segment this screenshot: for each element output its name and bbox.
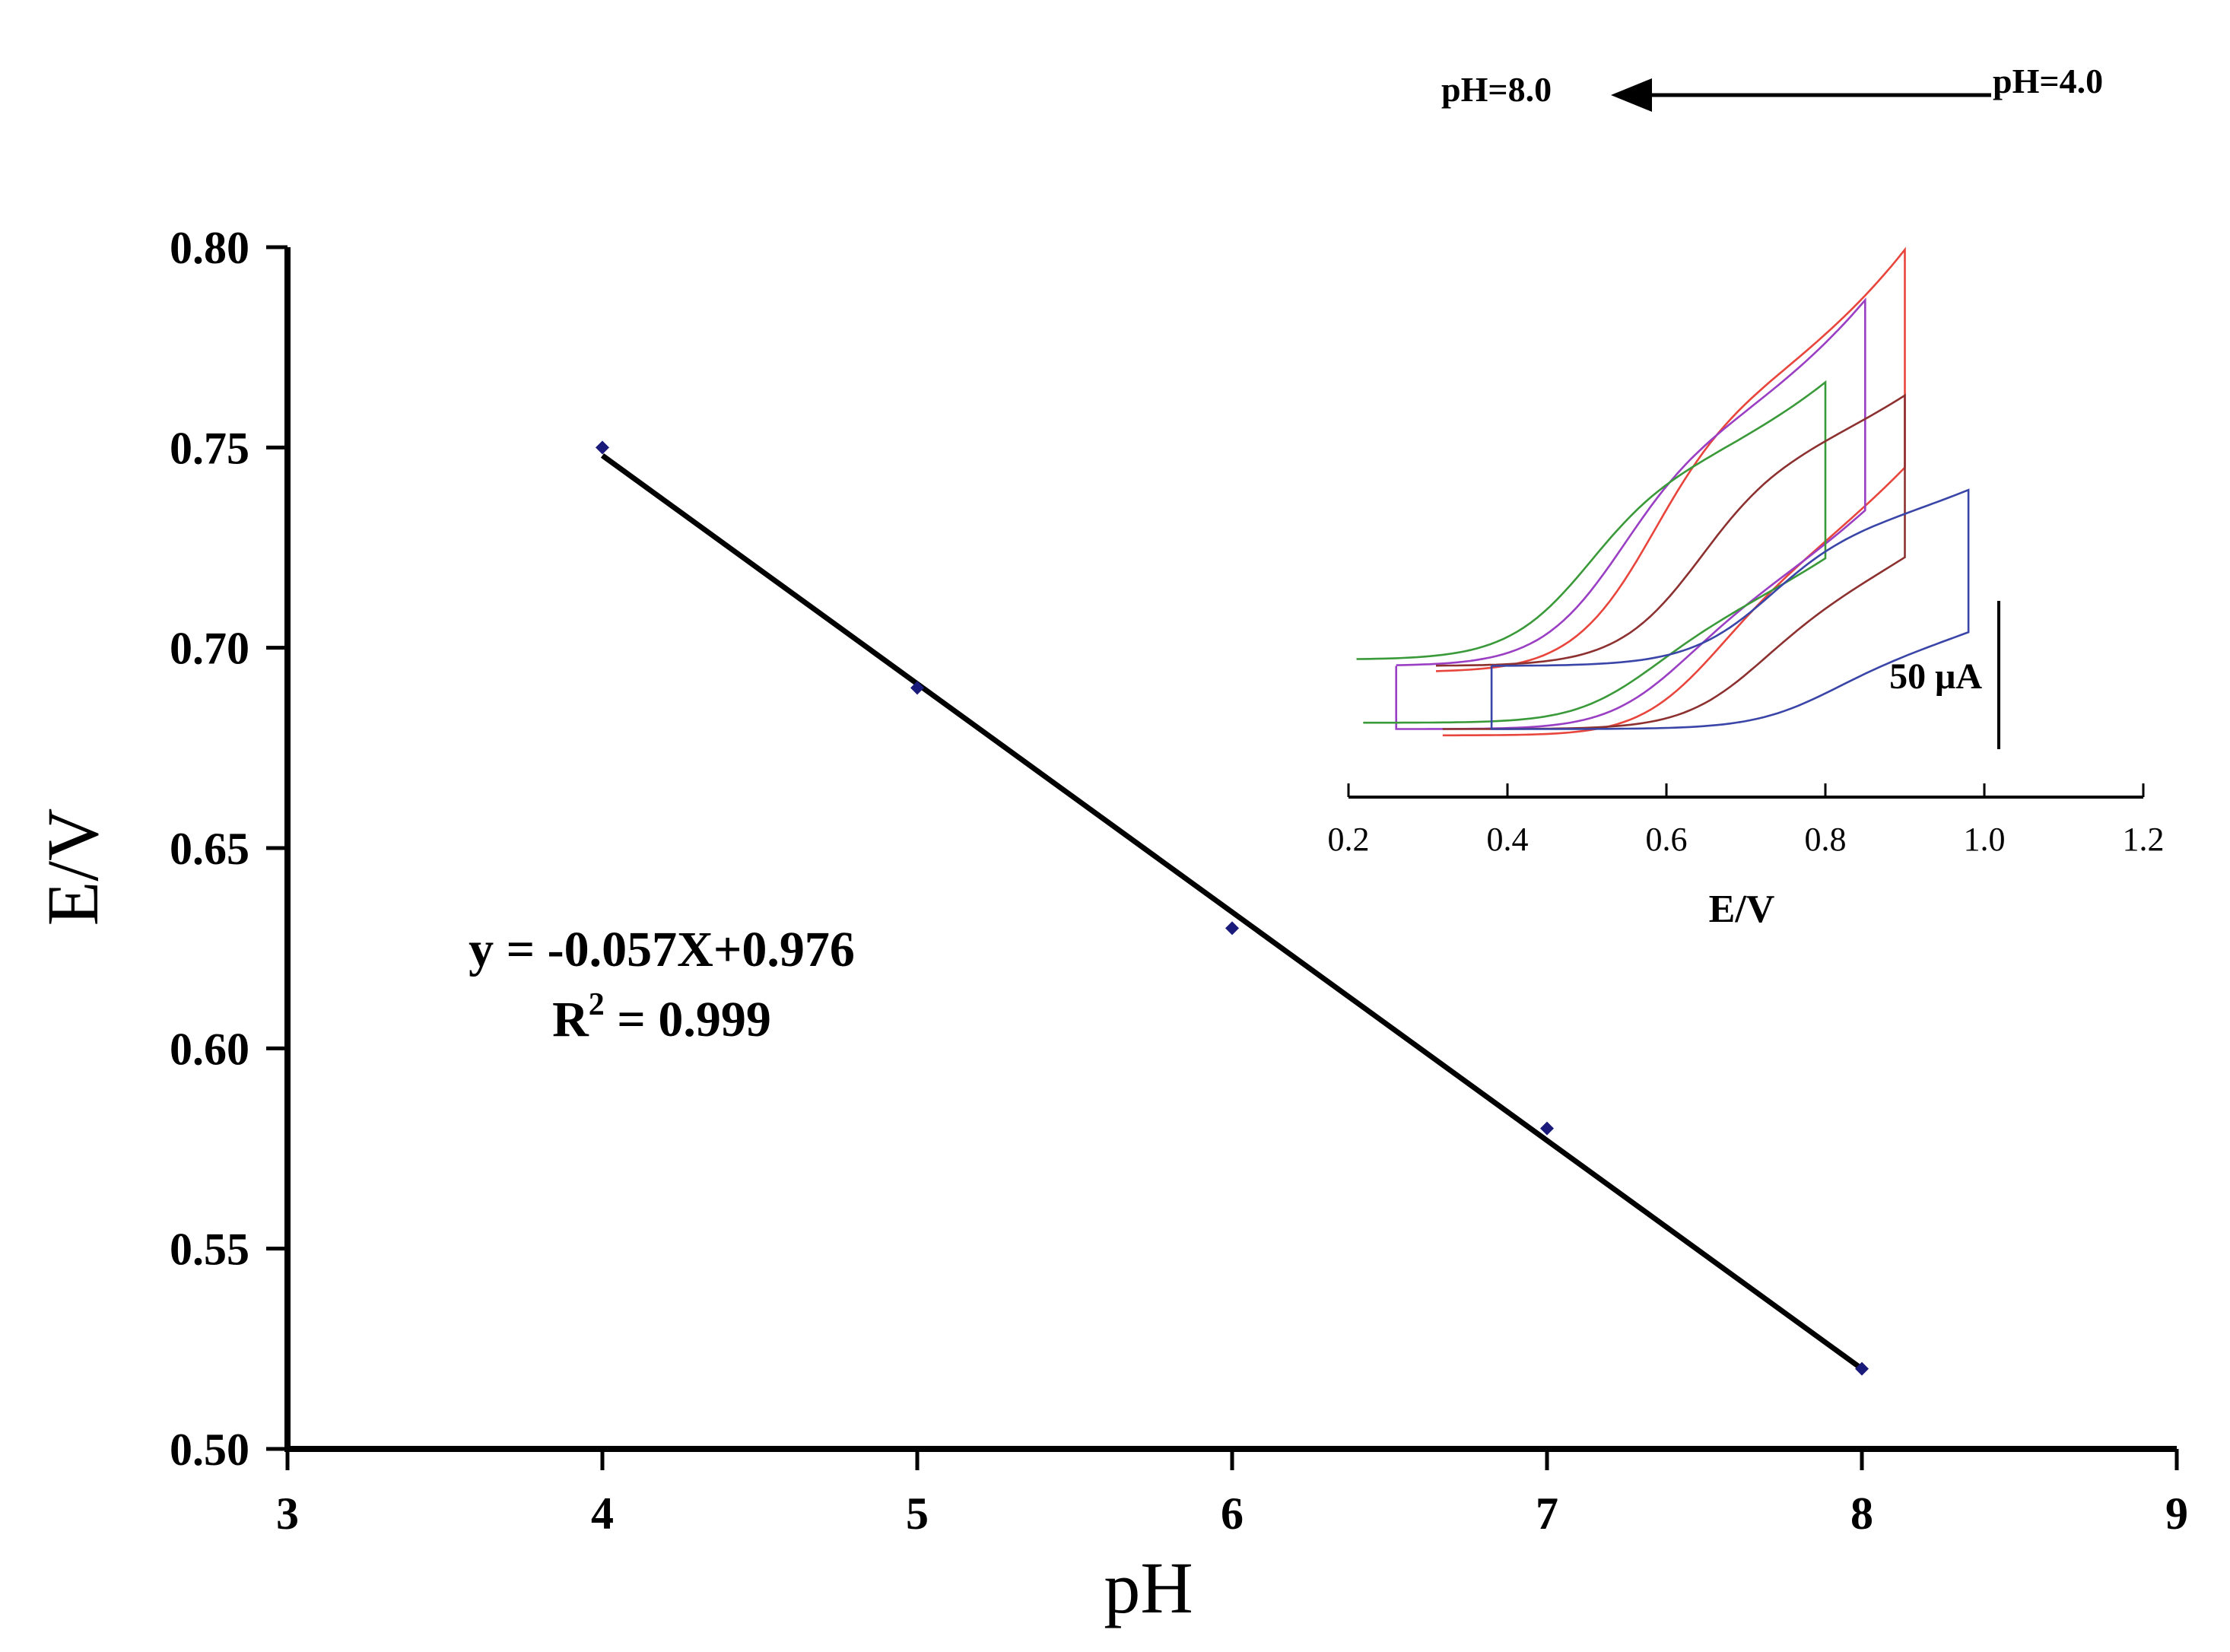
arrow-end-label: pH=8.0 xyxy=(1441,70,1552,109)
y-tick-label: 0.70 xyxy=(170,624,249,674)
data-points xyxy=(596,440,1869,1376)
y-tick-label: 0.50 xyxy=(170,1425,249,1475)
x-tick-label: 6 xyxy=(1221,1488,1244,1539)
r-squared-value: = 0.999 xyxy=(605,992,771,1047)
x-tick-label: 4 xyxy=(591,1488,614,1539)
y-tick-label: 0.55 xyxy=(170,1225,249,1275)
inset-x-tick-label: 0.2 xyxy=(1328,821,1370,858)
inset-x-tick-label: 0.8 xyxy=(1805,821,1847,858)
arrow-head-icon xyxy=(1611,78,1652,112)
y-tick-label: 0.80 xyxy=(170,223,249,273)
inset-x-tick-label: 1.2 xyxy=(2123,821,2165,858)
data-point xyxy=(1855,1361,1869,1376)
cv-curve xyxy=(1435,393,1906,730)
x-axis-title: pH xyxy=(1104,1547,1193,1628)
scale-bar-label: 50 μA xyxy=(1889,656,1982,697)
r-squared-superscript: 2 xyxy=(589,987,605,1022)
x-tick-label: 5 xyxy=(906,1488,929,1539)
x-tick-label: 7 xyxy=(1536,1488,1558,1539)
inset-chart: 0.2 0.4 0.6 0.8 1.0 1.2 E/V 50 μA pH=8.0 pH=4… xyxy=(1328,62,2165,931)
inset-x-tick-label: 1.0 xyxy=(1964,821,2006,858)
r-squared-symbol: R xyxy=(552,992,589,1047)
y-tick-label: 0.60 xyxy=(170,1024,249,1074)
inset-x-tick-label: 0.6 xyxy=(1646,821,1688,858)
inset-x-axis-ticks: 0.2 0.4 0.6 0.8 1.0 1.2 xyxy=(1328,783,2165,858)
r-squared-annotation: R2 = 0.999 xyxy=(552,987,771,1047)
arrow-start-label: pH=4.0 xyxy=(1993,62,2103,100)
inset-x-tick-label: 0.4 xyxy=(1487,821,1529,858)
x-axis-ticks: 3 4 5 6 7 8 9 xyxy=(276,1449,2188,1539)
data-point xyxy=(1540,1121,1554,1136)
x-tick-label: 9 xyxy=(2165,1488,2188,1539)
data-point xyxy=(910,681,924,695)
cv-curve xyxy=(1490,488,1970,730)
x-tick-label: 8 xyxy=(1850,1488,1873,1539)
y-axis-title: E/V xyxy=(32,809,113,926)
data-point xyxy=(596,440,609,455)
y-axis-ticks: 0.50 0.55 0.60 0.65 0.70 0.75 0.80 xyxy=(170,223,287,1475)
fit-equation: y = -0.057X+0.976 xyxy=(469,922,855,977)
regression-line xyxy=(600,453,1864,1371)
inset-x-axis-title: E/V xyxy=(1709,888,1775,931)
x-tick-label: 3 xyxy=(276,1488,299,1539)
cv-curve xyxy=(1395,297,1866,730)
cv-curve xyxy=(1356,380,1827,724)
y-tick-label: 0.65 xyxy=(170,824,249,874)
inset-cv-curves xyxy=(1356,246,1970,737)
data-point xyxy=(1225,921,1239,936)
y-tick-label: 0.75 xyxy=(170,423,249,473)
